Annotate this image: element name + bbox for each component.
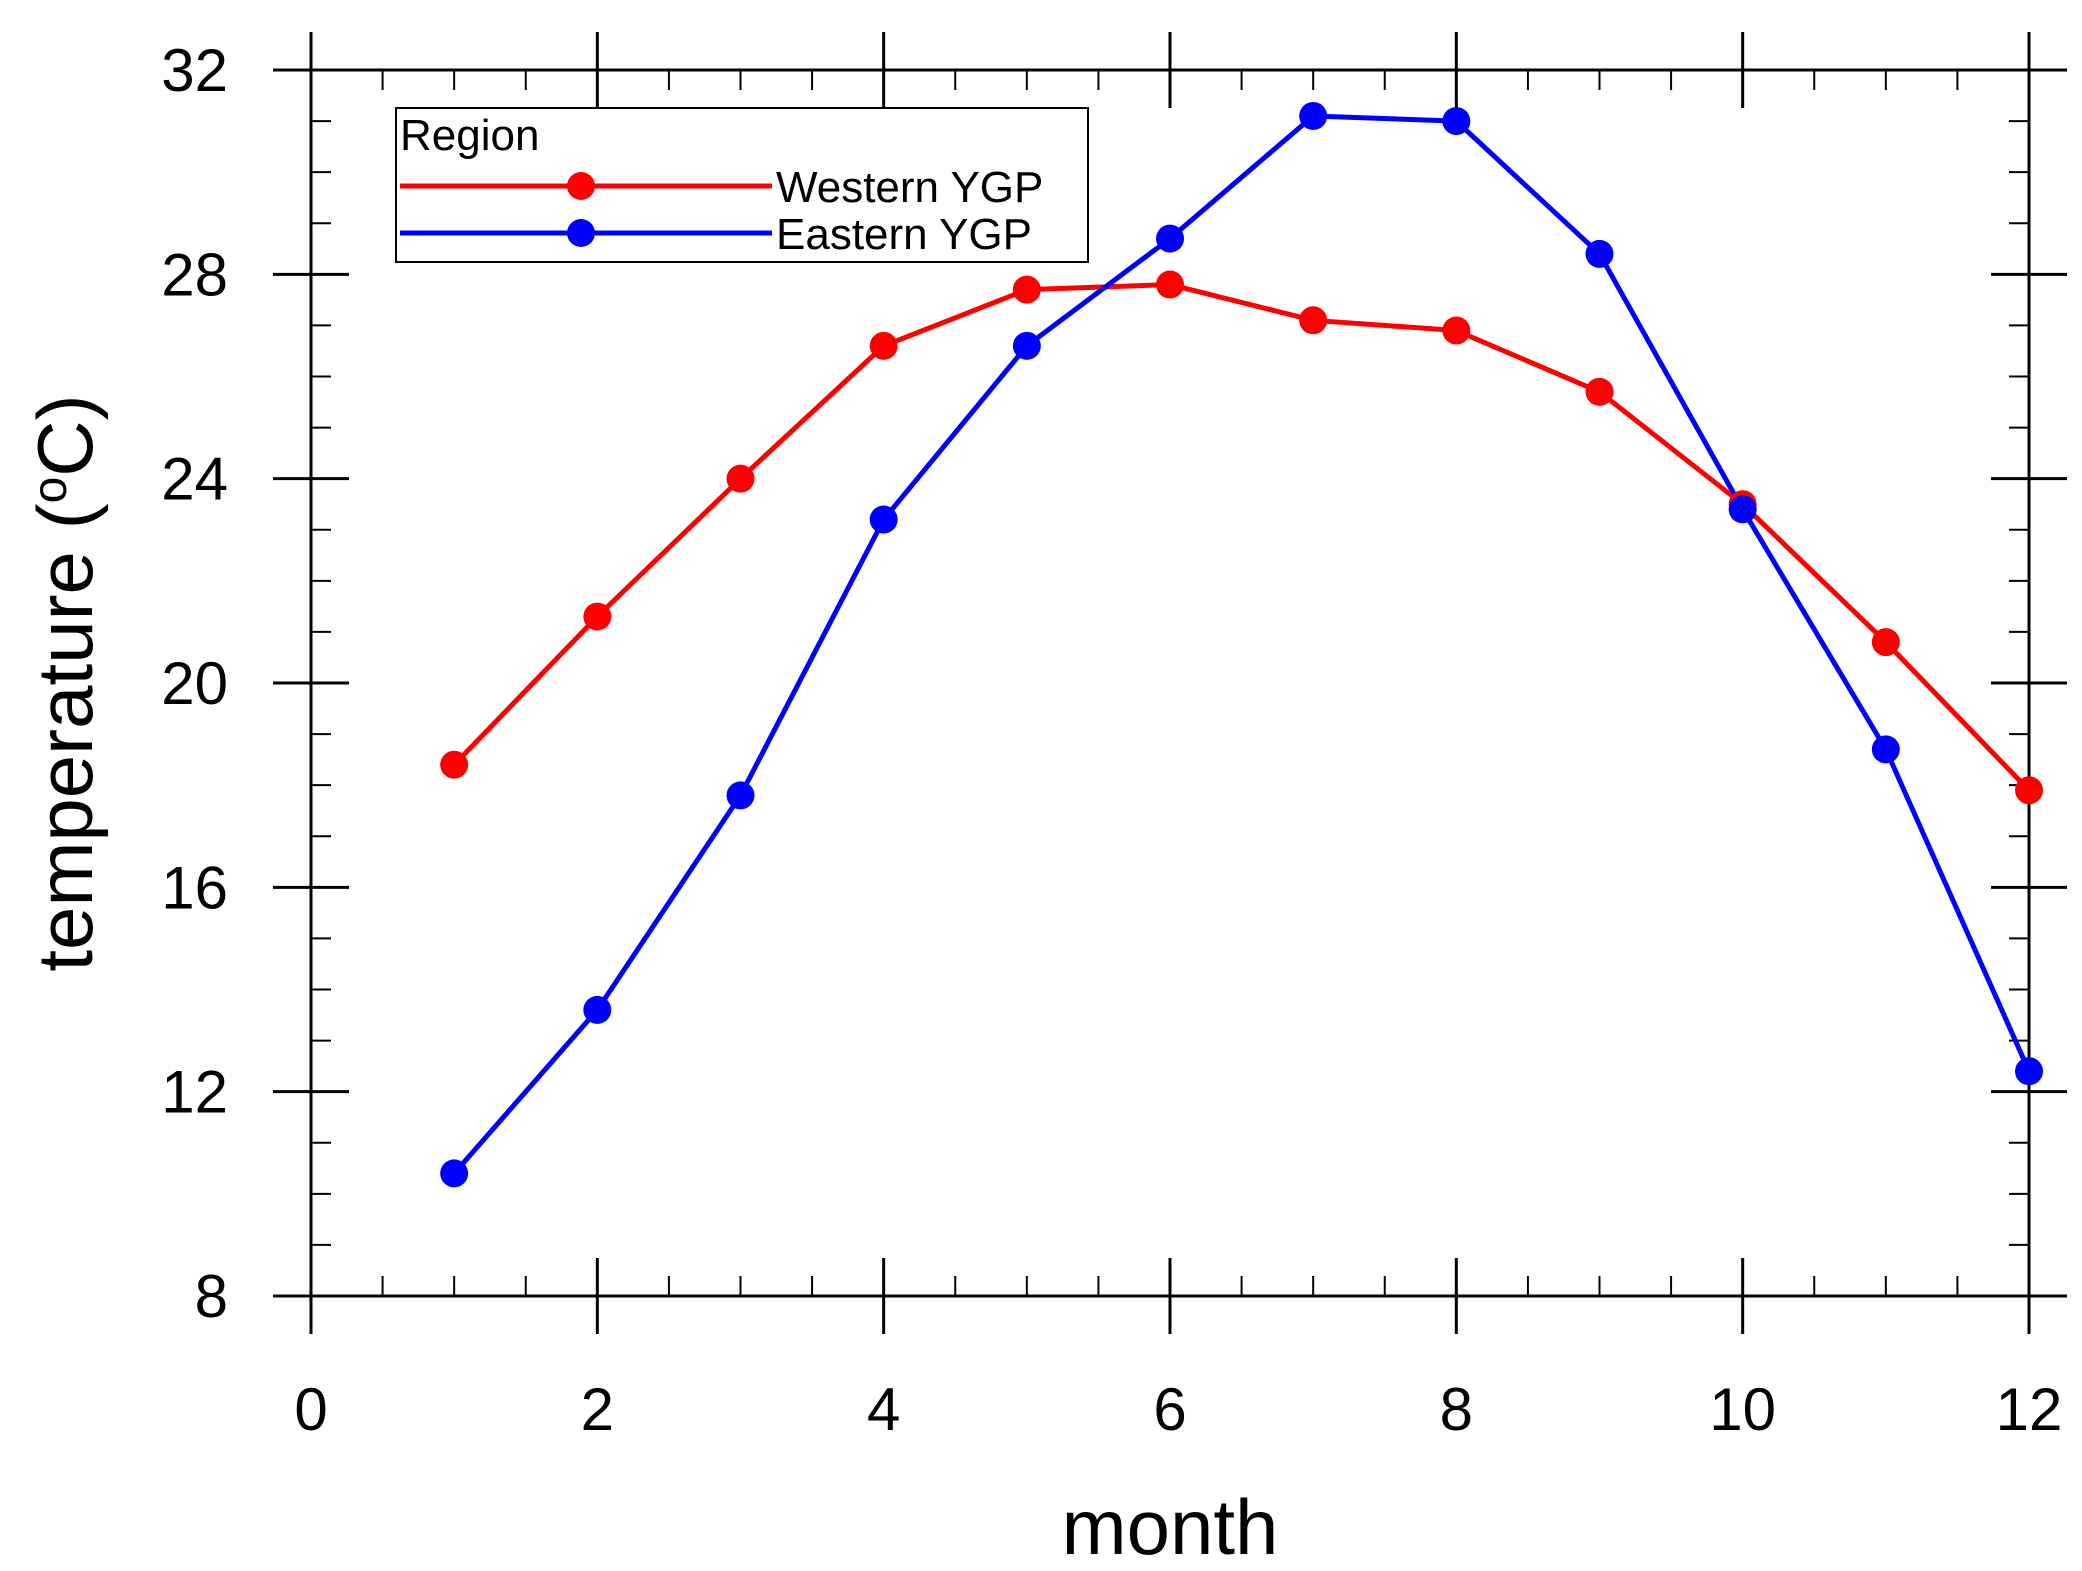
y-tick-label: 12 <box>161 1059 228 1126</box>
x-tick-label: 0 <box>294 1376 327 1443</box>
legend-title: Region <box>400 111 539 160</box>
x-axis-title: month <box>1062 1483 1279 1571</box>
data-point-eastern-ygp <box>1299 101 1328 130</box>
series-lines <box>452 113 2032 1176</box>
data-point-western-ygp <box>869 331 898 360</box>
y-axis-title-text: temperature ( <box>21 503 109 971</box>
data-point-eastern-ygp <box>2015 1057 2043 1086</box>
x-tick-label: 2 <box>581 1376 614 1443</box>
data-point-eastern-ygp <box>1442 107 1471 136</box>
x-tick-label: 4 <box>867 1376 900 1443</box>
x-tick-label: 8 <box>1440 1376 1473 1443</box>
x-tick-label: 10 <box>1709 1376 1776 1443</box>
data-point-western-ygp <box>1871 628 1900 657</box>
series-markers <box>440 101 2043 1188</box>
y-tick-labels: 8 12 16 20 24 28 32 <box>161 37 228 1330</box>
data-point-eastern-ygp <box>1012 331 1041 360</box>
legend-label-eastern: Eastern YGP <box>776 210 1032 259</box>
data-point-eastern-ygp <box>1585 239 1614 268</box>
data-point-western-ygp <box>1299 306 1328 335</box>
y-tick-label: 28 <box>161 241 228 308</box>
data-point-eastern-ygp <box>440 1159 469 1188</box>
y-tick-label: 16 <box>161 854 228 921</box>
y-tick-label: 24 <box>161 446 228 513</box>
data-point-western-ygp <box>1012 275 1041 304</box>
series-line-western-ygp <box>452 282 2031 793</box>
data-point-eastern-ygp <box>726 781 755 810</box>
x-tick-label: 12 <box>1996 1376 2063 1443</box>
data-point-western-ygp <box>440 750 469 779</box>
data-point-western-ygp <box>583 602 612 631</box>
data-point-eastern-ygp <box>583 995 612 1024</box>
legend: Region Western YGP Eastern YGP <box>395 107 1089 263</box>
data-point-eastern-ygp <box>1728 495 1757 524</box>
x-tick-labels: 0 2 4 6 8 10 12 <box>294 1376 2062 1443</box>
series-line-eastern-ygp <box>452 113 2032 1176</box>
data-point-western-ygp <box>1156 270 1184 299</box>
data-point-eastern-ygp <box>1871 735 1900 764</box>
data-point-western-ygp <box>1442 316 1471 345</box>
minor-ticks <box>311 70 2029 1296</box>
legend-marker-western <box>567 172 595 200</box>
data-point-western-ygp <box>1585 377 1614 406</box>
major-ticks <box>273 32 2067 1334</box>
data-point-western-ygp <box>2015 776 2043 805</box>
y-axis-title-degree: o <box>24 477 77 504</box>
x-tick-label: 6 <box>1153 1376 1186 1443</box>
y-axis-title-unit: C) <box>21 394 109 476</box>
legend-label-western: Western YGP <box>776 163 1043 212</box>
y-tick-label: 32 <box>161 37 228 104</box>
y-tick-label: 8 <box>195 1263 228 1330</box>
legend-marker-eastern <box>567 219 595 247</box>
y-tick-label: 20 <box>161 650 228 717</box>
data-point-eastern-ygp <box>869 505 898 534</box>
data-point-eastern-ygp <box>1156 224 1184 253</box>
y-axis-title: temperature (oC) <box>21 394 109 971</box>
data-point-western-ygp <box>726 464 755 493</box>
